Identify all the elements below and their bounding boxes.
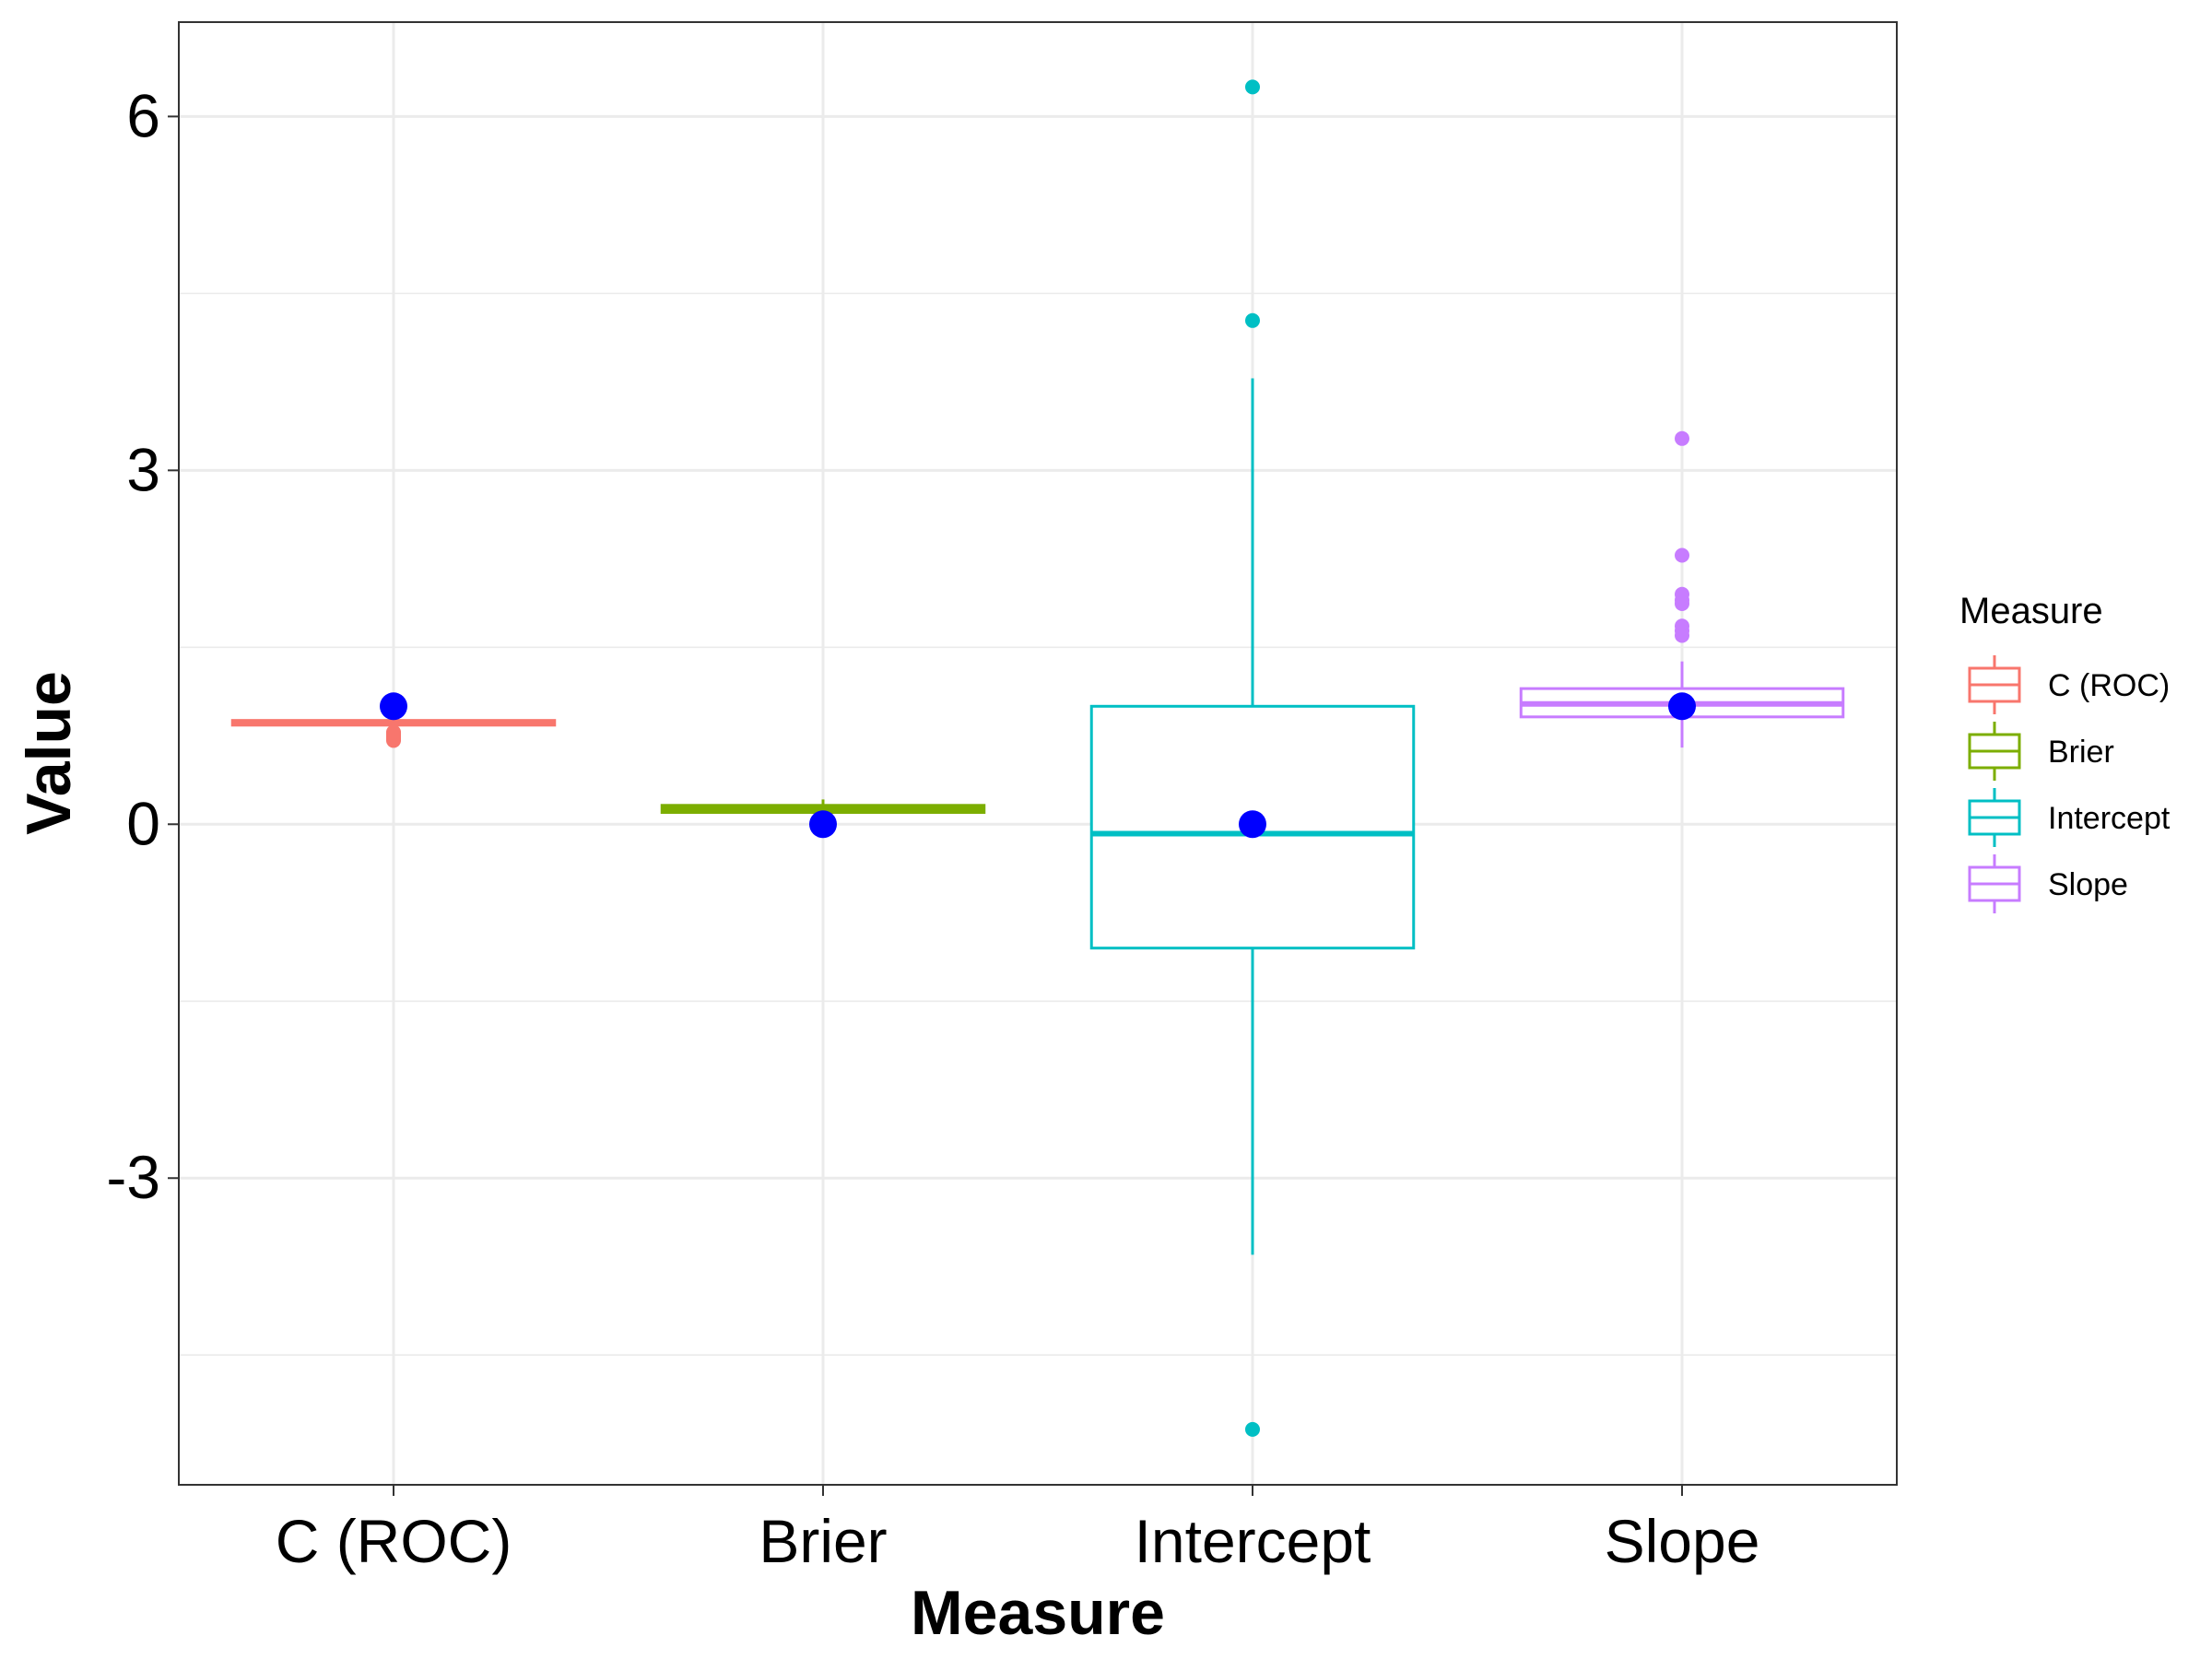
outlier-point	[1245, 79, 1260, 95]
x-tick-label: Intercept	[1135, 1507, 1371, 1575]
outlier-point	[1675, 430, 1689, 446]
outlier-point	[1245, 1421, 1260, 1437]
reference-point	[1668, 692, 1696, 721]
legend-label: Brier	[2048, 735, 2114, 770]
y-tick-label: 0	[126, 789, 160, 857]
reference-point	[809, 810, 837, 839]
legend-item: C (ROC)	[1968, 655, 2170, 714]
outlier-point	[1675, 628, 1689, 643]
gridlines	[179, 22, 1897, 1485]
y-tick-label: 6	[126, 81, 160, 149]
x-tick-label: Brier	[759, 1507, 887, 1575]
panel-border	[178, 21, 1898, 1486]
legend: Measure C (ROC) Brier Intercept Slope	[1959, 591, 2171, 913]
legend-item: Brier	[1968, 722, 2114, 781]
outlier-point	[386, 724, 401, 740]
legend-label: Slope	[2048, 867, 2128, 902]
reference-points	[380, 692, 1696, 839]
reference-point	[1239, 810, 1266, 839]
y-tick-label: -3	[106, 1143, 160, 1211]
legend-item: Intercept	[1968, 788, 2171, 847]
legend-label: Intercept	[2048, 801, 2171, 836]
y-axis: -3 0 3 6	[106, 81, 179, 1211]
legend-title: Measure	[1959, 591, 2103, 631]
x-axis: C (ROC) Brier Intercept Slope	[276, 1485, 1760, 1575]
x-axis-title: Measure	[911, 1578, 1165, 1648]
y-axis-title: Value	[14, 671, 84, 835]
x-tick-label: Slope	[1605, 1507, 1760, 1575]
outlier-point	[1675, 595, 1689, 611]
reference-point	[380, 692, 407, 721]
outlier-point	[1245, 312, 1260, 328]
x-tick-label: C (ROC)	[276, 1507, 512, 1575]
legend-item: Slope	[1968, 854, 2128, 913]
panel-background	[179, 22, 1897, 1485]
outlier-point	[1675, 547, 1689, 563]
y-tick-label: 3	[126, 435, 160, 503]
legend-label: C (ROC)	[2048, 668, 2170, 703]
